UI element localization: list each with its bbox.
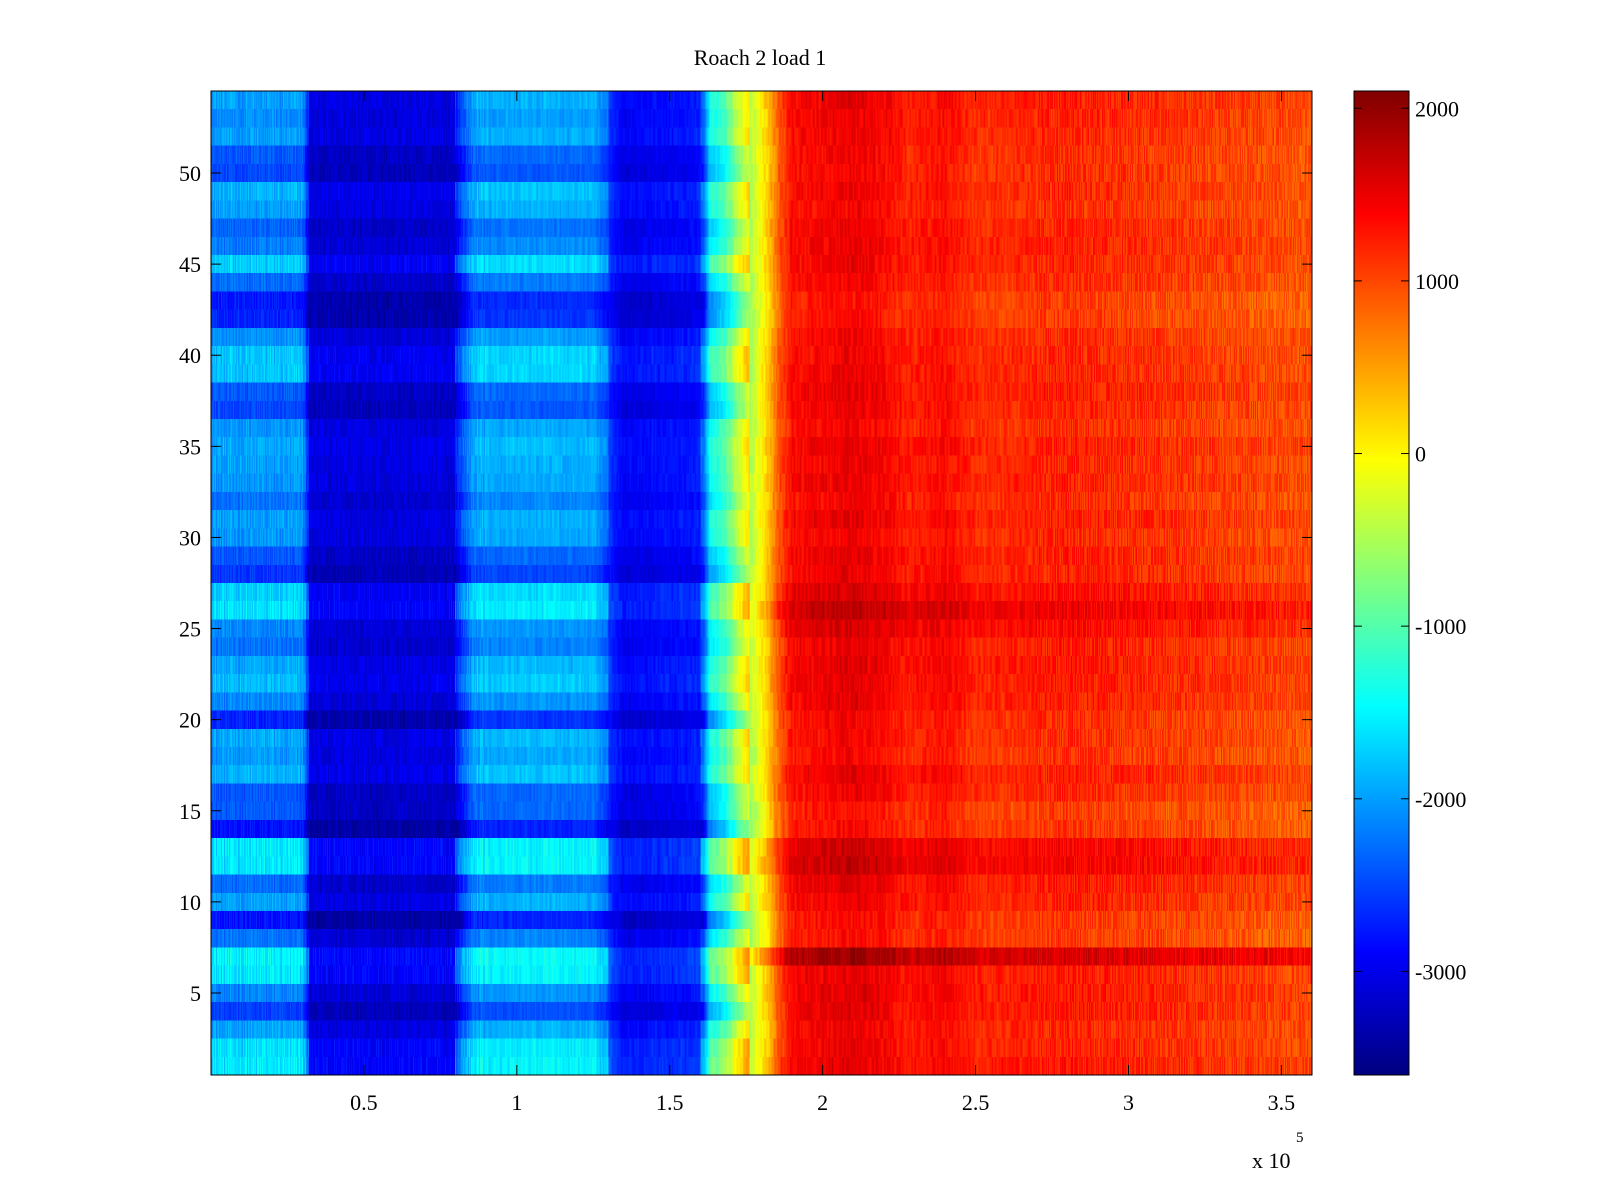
colorbar [1354,91,1409,1075]
chart-title: Roach 2 load 1 [694,45,827,70]
x-tick-label: 3 [1123,1090,1134,1115]
x-tick-label: 1.5 [656,1090,684,1115]
heatmap-plot-area [211,91,1312,1075]
colorbar-tick-label: 1000 [1415,269,1459,294]
x-tick-label: 0.5 [350,1090,378,1115]
y-tick-label: 20 [179,708,201,733]
x-tick-label: 2 [817,1090,828,1115]
x-tick-label: 2.5 [962,1090,990,1115]
colorbar-tick-label: -1000 [1415,614,1466,639]
y-tick-label: 35 [179,434,201,459]
y-tick-label: 10 [179,890,201,915]
y-axis-tick-labels: 5 10 15 20 25 30 35 40 45 50 [179,161,201,1006]
axis-tick-marks [211,91,1312,1075]
x-axis-exponent-power: 5 [1296,1130,1304,1146]
plot-frame [210,90,1313,1076]
y-tick-label: 30 [179,525,201,550]
x-tick-label: 1 [511,1090,522,1115]
colorbar-gradient [1354,91,1409,1075]
y-tick-label: 15 [179,799,201,824]
colorbar-tick-marks [1354,107,1409,972]
colorbar-tick-label: -3000 [1415,959,1466,984]
y-tick-label: 45 [179,252,201,277]
colorbar-tick-label: -2000 [1415,787,1466,812]
x-tick-label: 3.5 [1268,1090,1296,1115]
colorbar-tick-label: 0 [1415,442,1426,467]
x-axis-exponent-base: x 10 [1252,1148,1291,1173]
colorbar-frame [1353,90,1410,1076]
y-tick-label: 50 [179,161,201,186]
y-tick-label: 25 [179,617,201,642]
x-axis-tick-labels: 0.5 1 1.5 2 2.5 3 3.5 [350,1090,1295,1115]
colorbar-tick-labels: 2000 1000 0 -1000 -2000 -3000 [1415,96,1466,984]
y-tick-label: 5 [190,981,201,1006]
colorbar-tick-label: 2000 [1415,96,1459,121]
y-tick-label: 40 [179,343,201,368]
heatmap-image [211,91,1312,1075]
